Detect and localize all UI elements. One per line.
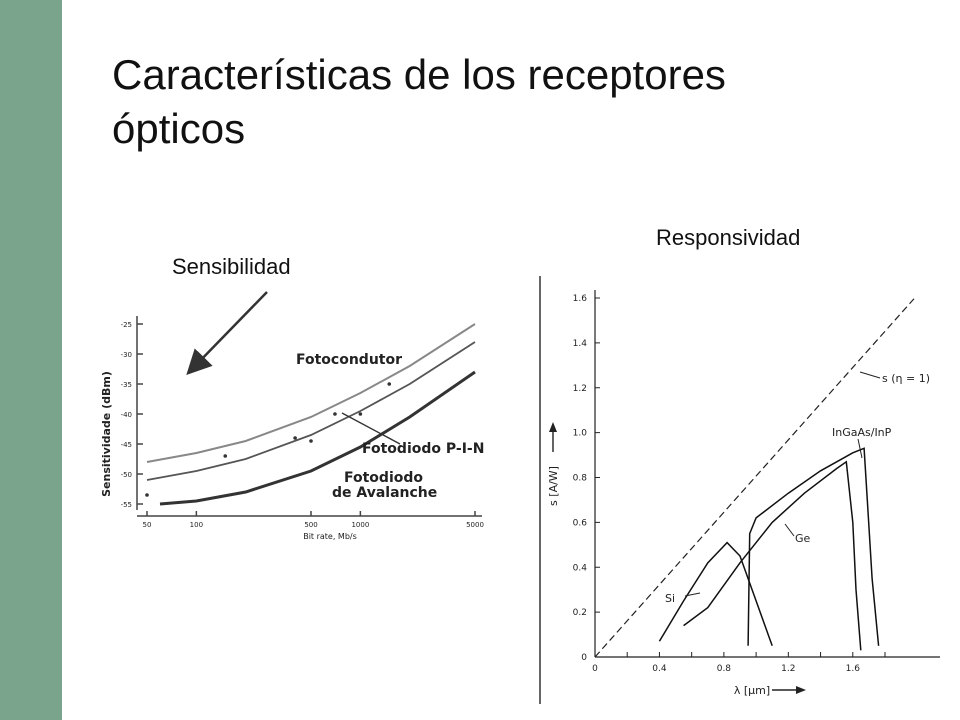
left-ytick-label: -35 bbox=[121, 381, 132, 389]
annotation-apd-line2: de Avalanche bbox=[332, 485, 437, 501]
label-si-leader bbox=[684, 592, 701, 597]
left-ytick-label: -45 bbox=[121, 441, 132, 449]
left-ytick-label: -55 bbox=[121, 501, 132, 509]
sensitivity-chart: -25 -30 -35 -40 -45 -50 -55 50 100 500 1000 5000 Fo… bbox=[100, 291, 484, 541]
label-ge-leader bbox=[784, 523, 795, 537]
left-data-point bbox=[145, 493, 149, 497]
annotation-apd-line1: Fotodiodo bbox=[344, 470, 423, 486]
left-ytick-label: -40 bbox=[121, 411, 132, 419]
left-ytick-label: -30 bbox=[121, 351, 132, 359]
right-ytick-label: 1.4 bbox=[573, 339, 588, 349]
left-series-line bbox=[146, 341, 476, 481]
left-ytick-label: -25 bbox=[121, 321, 132, 329]
left-xtick-label: 100 bbox=[190, 521, 203, 529]
left-xtick-label: 5000 bbox=[466, 521, 484, 529]
sensitivity-arrow bbox=[186, 291, 268, 375]
right-ideal-line bbox=[594, 298, 915, 658]
responsivity-label: Responsividad bbox=[656, 225, 801, 250]
label-ge: Ge bbox=[795, 532, 811, 545]
right-ylabel: s [A/W] bbox=[547, 466, 560, 506]
left-data-point bbox=[293, 436, 297, 440]
label-ingaas-leader bbox=[857, 438, 863, 459]
right-ytick-label: 1.0 bbox=[573, 429, 588, 439]
label-ideal: s (η = 1) bbox=[882, 372, 930, 385]
left-xtick-label: 1000 bbox=[351, 521, 369, 529]
annotation-fotocondutor: Fotocondutor bbox=[296, 352, 402, 368]
right-yarrow-head bbox=[549, 422, 557, 432]
right-xtick-label: 1.2 bbox=[781, 664, 795, 674]
right-ytick-label: 0.4 bbox=[573, 563, 588, 573]
left-xlabel: Bit rate, Mb/s bbox=[303, 532, 357, 541]
right-xtick-label: 0.8 bbox=[717, 664, 732, 674]
right-ytick-label: 0.6 bbox=[573, 518, 588, 528]
left-series-line bbox=[146, 323, 476, 463]
right-xtick-label: 0.4 bbox=[652, 664, 667, 674]
right-ytick-label: 1.6 bbox=[573, 294, 588, 304]
sensitivity-label: Sensibilidad bbox=[172, 254, 291, 279]
right-ytick-label: 0.2 bbox=[573, 608, 587, 618]
right-ytick-label: 0.8 bbox=[573, 474, 588, 484]
right-xlabel: λ [µm] bbox=[734, 684, 770, 697]
right-ytick-label: 1.2 bbox=[573, 384, 587, 394]
left-data-point bbox=[333, 412, 337, 416]
right-series-line bbox=[658, 541, 773, 647]
label-ingaas: InGaAs/InP bbox=[832, 426, 892, 439]
right-xarrow-head bbox=[796, 686, 806, 694]
right-series-line bbox=[683, 460, 862, 651]
right-xtick-label: 1.6 bbox=[846, 664, 861, 674]
left-data-point bbox=[358, 412, 363, 416]
label-si: Si bbox=[665, 592, 675, 605]
left-xtick-label: 500 bbox=[304, 521, 317, 529]
label-ideal-leader bbox=[859, 371, 881, 379]
responsivity-chart: 0 0.2 0.4 0.6 0.8 1.0 1.2 1.4 1.6 0 0.4 0.8 1.2 1.6 S… bbox=[539, 276, 940, 704]
annotation-pin: Fotodiodo P-I-N bbox=[362, 441, 484, 457]
slide-title: Características de los receptores óptico… bbox=[112, 51, 726, 152]
left-ylabel: Sensitividade (dBm) bbox=[100, 371, 113, 497]
right-xtick-label: 0 bbox=[592, 664, 598, 674]
left-data-point bbox=[387, 382, 392, 386]
left-ytick-label: -50 bbox=[121, 471, 132, 479]
left-xtick-label: 50 bbox=[143, 521, 152, 529]
left-data-point bbox=[309, 439, 313, 443]
right-series-line bbox=[747, 447, 880, 646]
right-ytick-label: 0 bbox=[581, 653, 587, 663]
slide-sidebar bbox=[0, 0, 62, 720]
left-series-line bbox=[159, 370, 476, 506]
left-data-point bbox=[223, 454, 228, 458]
annotation-pin-leader bbox=[341, 412, 401, 445]
